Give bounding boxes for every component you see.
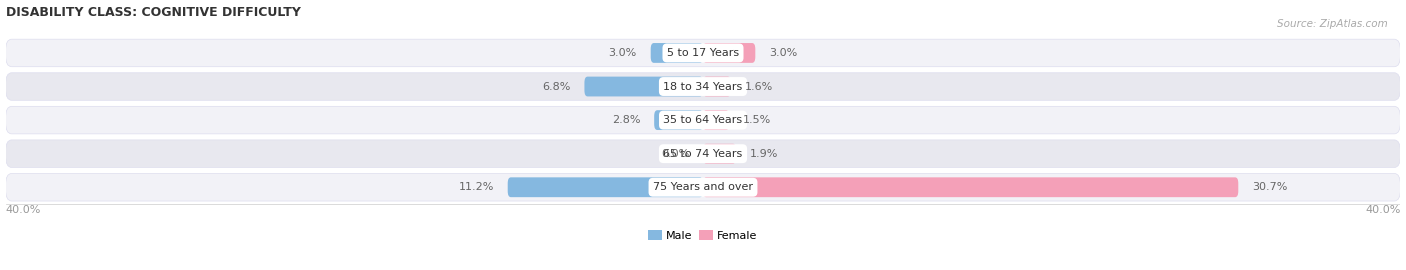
FancyBboxPatch shape	[508, 177, 703, 197]
Text: 1.6%: 1.6%	[745, 82, 773, 92]
FancyBboxPatch shape	[703, 77, 731, 96]
Text: 3.0%: 3.0%	[769, 48, 797, 58]
FancyBboxPatch shape	[6, 106, 1400, 134]
Text: 40.0%: 40.0%	[1365, 205, 1400, 215]
Text: 40.0%: 40.0%	[6, 205, 41, 215]
Text: 75 Years and over: 75 Years and over	[652, 182, 754, 192]
FancyBboxPatch shape	[6, 140, 1400, 167]
Text: 30.7%: 30.7%	[1253, 182, 1288, 192]
FancyBboxPatch shape	[654, 110, 703, 130]
FancyBboxPatch shape	[6, 174, 1400, 201]
FancyBboxPatch shape	[6, 39, 1400, 67]
Text: 35 to 64 Years: 35 to 64 Years	[664, 115, 742, 125]
Text: 2.8%: 2.8%	[612, 115, 640, 125]
Text: DISABILITY CLASS: COGNITIVE DIFFICULTY: DISABILITY CLASS: COGNITIVE DIFFICULTY	[6, 6, 301, 19]
Legend: Male, Female: Male, Female	[644, 225, 762, 245]
FancyBboxPatch shape	[703, 110, 730, 130]
FancyBboxPatch shape	[703, 144, 737, 164]
Text: 6.8%: 6.8%	[543, 82, 571, 92]
FancyBboxPatch shape	[6, 73, 1400, 100]
FancyBboxPatch shape	[703, 177, 1239, 197]
FancyBboxPatch shape	[703, 43, 755, 63]
Text: Source: ZipAtlas.com: Source: ZipAtlas.com	[1277, 19, 1388, 29]
FancyBboxPatch shape	[651, 43, 703, 63]
Text: 1.5%: 1.5%	[744, 115, 772, 125]
Text: 11.2%: 11.2%	[458, 182, 494, 192]
Text: 5 to 17 Years: 5 to 17 Years	[666, 48, 740, 58]
Text: 0.0%: 0.0%	[661, 149, 689, 159]
FancyBboxPatch shape	[585, 77, 703, 96]
Text: 18 to 34 Years: 18 to 34 Years	[664, 82, 742, 92]
Text: 3.0%: 3.0%	[609, 48, 637, 58]
Text: 65 to 74 Years: 65 to 74 Years	[664, 149, 742, 159]
Text: 1.9%: 1.9%	[749, 149, 779, 159]
